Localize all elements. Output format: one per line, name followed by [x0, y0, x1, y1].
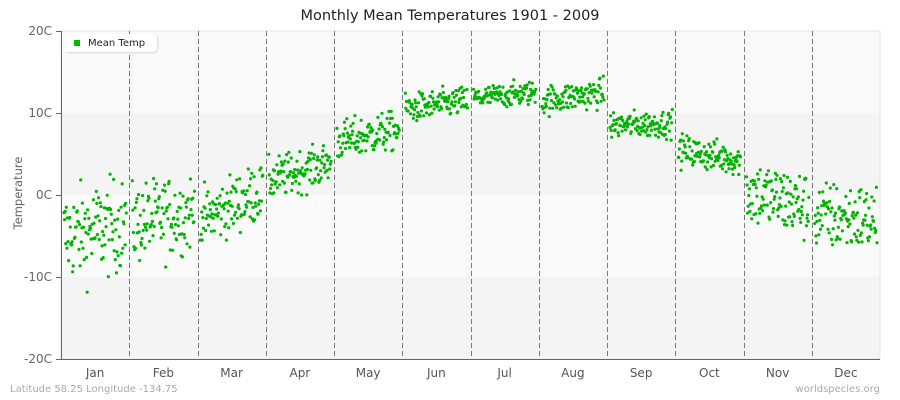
x-tick-dec: Dec	[834, 366, 858, 380]
x-tick-jun: Jun	[427, 366, 446, 380]
data-points	[62, 74, 879, 294]
legend-label: Mean Temp	[88, 37, 146, 49]
source-label: worldspecies.org	[795, 384, 880, 395]
x-tick-oct: Oct	[699, 366, 720, 380]
x-tick-apr: Apr	[289, 366, 311, 380]
x-tick-feb: Feb	[152, 366, 174, 380]
x-tick-jul: Jul	[497, 366, 512, 380]
x-tick-sep: Sep	[629, 366, 653, 380]
month-dividers	[129, 31, 813, 359]
legend-swatch-icon	[74, 40, 80, 46]
axes	[56, 31, 880, 360]
x-tick-aug: Aug	[561, 366, 585, 380]
y-tick-neg10: -10C	[24, 270, 52, 284]
x-tick-jan: Jan	[85, 366, 105, 380]
plot-background-bands	[60, 30, 881, 360]
y-tick-10: 10C	[28, 106, 52, 120]
y-tick-neg20: -20C	[24, 352, 52, 366]
legend[interactable]: Mean Temp	[64, 34, 158, 52]
x-tick-mar: Mar	[220, 366, 243, 380]
y-tick-20: 20C	[28, 24, 52, 38]
y-tick-0: 0C	[35, 188, 52, 202]
x-tick-may: May	[355, 366, 381, 380]
x-tick-nov: Nov	[765, 366, 790, 380]
location-label: Latitude 58.25 Longitude -134.75	[10, 384, 178, 395]
chart-title: Monthly Mean Temperatures 1901 - 2009	[300, 8, 600, 24]
